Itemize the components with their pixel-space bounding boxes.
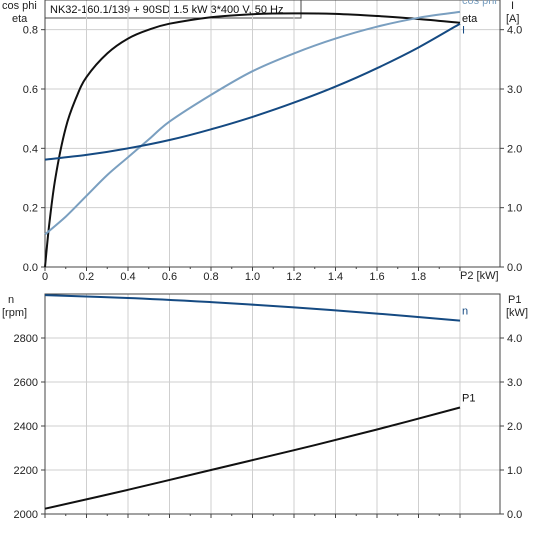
bot-left-tick-label: 2600	[14, 377, 38, 389]
bottom-right-axis-label-2: [kW]	[506, 307, 528, 319]
top-x-tick-label: 1.0	[245, 271, 260, 283]
top-x-tick-label: 0.4	[120, 271, 135, 283]
chart-title: NK32-160.1/139 + 90SD 1.5 kW 3*400 V, 50…	[50, 4, 284, 16]
top-x-tick-label: 0	[42, 271, 48, 283]
top-series: eta cos phi I	[44, 0, 497, 268]
series-p1-label: P1	[462, 393, 475, 405]
bottom-plot-frame	[44, 293, 501, 515]
bottom-left-axis-label-2: [rpm]	[2, 307, 27, 319]
top-left-tick-label: 0.6	[23, 84, 38, 96]
top-plot-frame	[44, 0, 501, 268]
top-ticks: 0.0 0.2 0.4 0.6 0.8 0.0 1.0 2.0 3.0 4.0 0 0.2 0.4 0.6…	[23, 25, 523, 283]
top-x-tick-label: 1.4	[328, 271, 343, 283]
top-panel: 0.0 0.2 0.4 0.6 0.8 0.0 1.0 2.0 3.0 4.0 0 0.2 0.4 0.6…	[2, 0, 522, 283]
top-x-tick-label: 0.8	[203, 271, 218, 283]
bottom-right-axis-label-1: P1	[508, 294, 521, 306]
series-i-line	[44, 22, 461, 161]
bot-right-tick-label: 4.0	[507, 333, 522, 345]
bottom-left-axis-label-1: n	[8, 294, 14, 306]
bottom-series: n P1	[44, 294, 475, 510]
top-x-tick-label: 0.2	[79, 271, 94, 283]
bot-right-tick-label: 2.0	[507, 421, 522, 433]
series-n-label: n	[462, 306, 468, 318]
top-x-axis-label: P2 [kW]	[460, 270, 499, 282]
top-x-tick-label: 1.2	[286, 271, 301, 283]
top-right-axis-label-1: I	[511, 0, 514, 12]
top-grid	[45, 0, 500, 268]
top-right-tick-label: 4.0	[507, 25, 522, 37]
bot-left-tick-label: 2000	[14, 509, 38, 521]
top-left-tick-label: 0.8	[23, 25, 38, 37]
top-right-tick-label: 0.0	[507, 262, 522, 274]
top-left-tick-label: 0.4	[23, 143, 38, 155]
series-cos-phi-label: cos phi	[462, 0, 497, 7]
top-right-tick-label: 3.0	[507, 84, 522, 96]
series-n-line	[44, 294, 461, 322]
bot-right-tick-label: 3.0	[507, 377, 522, 389]
bot-left-tick-label: 2400	[14, 421, 38, 433]
top-right-tick-label: 1.0	[507, 203, 522, 215]
bot-right-tick-label: 0.0	[507, 509, 522, 521]
bottom-grid	[45, 294, 500, 515]
bot-right-tick-label: 1.0	[507, 465, 522, 477]
bottom-ticks: 2000 2200 2400 2600 2800 0.0 1.0 2.0 3.0 4.0	[14, 333, 523, 521]
top-right-axis-label-2: [A]	[506, 13, 519, 25]
bot-left-tick-label: 2200	[14, 465, 38, 477]
series-p1-line	[44, 406, 461, 510]
bot-left-tick-label: 2800	[14, 333, 38, 345]
series-eta-line	[44, 12, 461, 268]
top-x-tick-label: 0.6	[162, 271, 177, 283]
series-i-label: I	[462, 25, 465, 37]
top-left-tick-label: 0.2	[23, 203, 38, 215]
top-left-tick-label: 0.0	[23, 262, 38, 274]
top-x-tick-label: 1.6	[369, 271, 384, 283]
top-x-tick-label: 1.8	[411, 271, 426, 283]
top-left-axis-label-2: eta	[12, 13, 28, 25]
top-right-tick-label: 2.0	[507, 143, 522, 155]
top-left-axis-label-1: cos phi	[2, 0, 37, 12]
series-eta-label: eta	[462, 13, 478, 25]
series-cos-phi-line	[44, 10, 461, 236]
